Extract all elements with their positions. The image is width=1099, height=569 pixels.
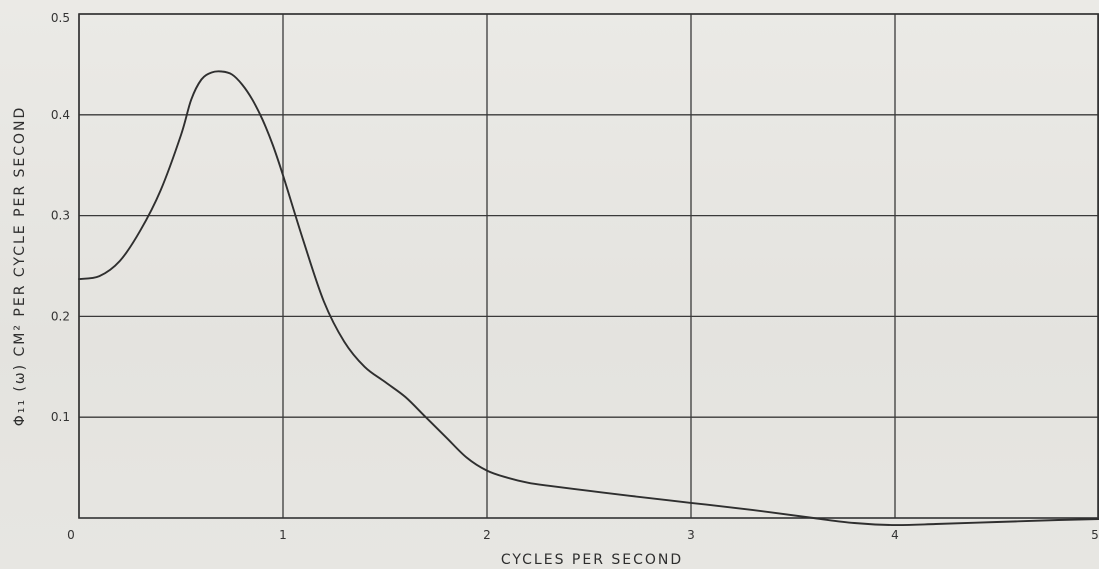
x-tick-label: 3 [687,528,695,542]
y-tick-label: 0.4 [51,108,70,122]
spectrum-curve [78,70,1099,527]
plot-frame [78,13,1099,519]
series-layer [78,70,1099,527]
x-tick-label: 2 [483,528,491,542]
x-tick-label: 5 [1091,528,1099,542]
y-tick-labels: 0.1 0.2 0.3 0.4 0.5 [51,11,70,424]
x-axis-label: CYCLES PER SECOND [501,552,683,568]
y-tick-label: 0.2 [51,309,70,323]
y-axis-label: Φ₁₁ (ω) CM² PER CYCLE PER SECOND [12,106,28,427]
x-tick-label: 4 [891,528,899,542]
x-tick-labels: 0 1 2 3 4 5 [67,528,1099,542]
x-tick-label: 1 [279,528,287,542]
y-tick-label: 0.5 [51,11,70,25]
y-tick-label: 0.3 [51,209,70,223]
y-tick-label: 0.1 [51,410,70,424]
grid [78,13,1099,518]
x-tick-label: 0 [67,528,75,542]
